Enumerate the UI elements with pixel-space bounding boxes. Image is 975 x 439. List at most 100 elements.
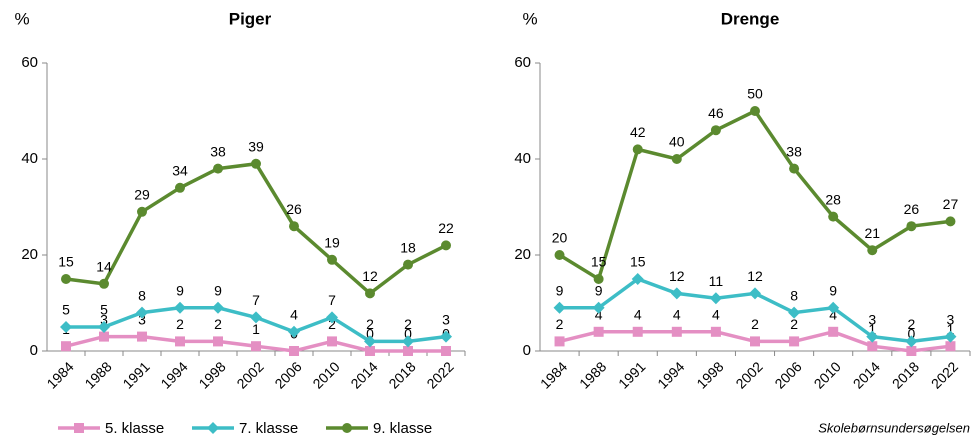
y-tick-label: 40 [21, 150, 38, 167]
marker [592, 301, 605, 314]
marker [99, 278, 109, 289]
data-label: 2 [404, 316, 412, 332]
y-tick-label: 60 [514, 54, 531, 71]
marker [99, 331, 109, 342]
x-tick-label: 2006 [271, 358, 304, 391]
data-label: 22 [438, 220, 454, 236]
marker [61, 341, 71, 352]
x-tick-label: 2002 [233, 358, 266, 391]
data-label: 2 [366, 316, 374, 332]
x-tick-label: 2014 [347, 358, 380, 391]
data-label: 15 [591, 254, 607, 270]
marker [905, 335, 918, 348]
marker [251, 158, 261, 169]
data-label: 4 [595, 307, 603, 323]
marker [827, 301, 840, 314]
marker [175, 182, 185, 193]
marker [553, 301, 566, 314]
marker [402, 335, 414, 348]
marker [750, 106, 760, 116]
x-tick-label: 1988 [576, 358, 609, 391]
data-label: 21 [864, 225, 880, 241]
data-label: 38 [786, 143, 802, 159]
data-label: 12 [362, 268, 378, 284]
marker [61, 274, 71, 284]
data-label: 4 [634, 307, 642, 323]
data-label: 46 [708, 105, 724, 121]
data-label: 11 [709, 273, 724, 289]
marker [98, 321, 110, 333]
data-label: 0 [404, 326, 412, 342]
marker [788, 306, 801, 319]
marker [365, 346, 375, 356]
x-tick-label: 2006 [771, 358, 804, 391]
marker [440, 330, 452, 343]
marker [906, 346, 917, 356]
data-label: 34 [172, 163, 188, 179]
y-tick-label: 20 [514, 246, 531, 263]
legend-label: 7. klasse [239, 420, 298, 437]
marker [867, 341, 878, 352]
data-label: 1 [947, 321, 955, 337]
data-label: 3 [442, 311, 450, 327]
x-tick-label: 1998 [693, 358, 726, 391]
data-label: 18 [400, 239, 416, 255]
x-tick-label: 1991 [119, 358, 152, 391]
x-tick-label: 2018 [385, 358, 418, 391]
data-label: 4 [712, 307, 720, 323]
marker [632, 144, 643, 155]
source: Skolebørnsundersøgelsen [818, 420, 970, 435]
data-label: 15 [630, 254, 646, 270]
data-label: 42 [630, 124, 646, 140]
marker [327, 336, 337, 347]
x-tick-label: 2010 [811, 358, 844, 391]
x-tick-label: 2010 [309, 358, 342, 391]
data-label: 4 [290, 307, 298, 323]
marker [213, 336, 223, 347]
data-label: 9 [595, 283, 603, 299]
marker [671, 326, 682, 337]
data-label: 29 [134, 187, 150, 203]
chart-title: Drenge [721, 9, 780, 28]
marker [906, 221, 917, 232]
marker [671, 154, 682, 164]
data-label: 15 [58, 254, 74, 270]
y-tick-label: 0 [523, 342, 531, 359]
x-tick-label: 2014 [850, 358, 883, 391]
marker [289, 346, 299, 356]
marker [828, 326, 839, 337]
marker [136, 306, 148, 319]
data-label: 2 [214, 316, 222, 332]
marker [342, 423, 352, 433]
x-tick-label: 1984 [43, 358, 76, 391]
data-label: 26 [904, 201, 920, 217]
data-label: 2 [556, 316, 564, 332]
marker [207, 422, 219, 434]
marker [710, 125, 721, 136]
x-tick-label: 1988 [81, 358, 114, 391]
marker [670, 287, 683, 300]
chart-title: Piger [229, 9, 272, 28]
data-label: 9 [214, 283, 222, 299]
data-label: 38 [210, 143, 226, 159]
data-label: 27 [943, 196, 959, 212]
marker [212, 301, 224, 314]
data-label: 3 [100, 311, 108, 327]
marker [866, 330, 879, 343]
data-label: 39 [248, 139, 264, 155]
data-label: 5 [62, 302, 70, 318]
data-label: 3 [947, 311, 955, 327]
x-tick-label: 1998 [195, 358, 228, 391]
marker [631, 273, 644, 285]
data-label: 2 [907, 316, 915, 332]
marker [749, 287, 761, 300]
marker [593, 326, 604, 337]
marker [709, 292, 722, 305]
marker [944, 330, 957, 343]
marker [175, 336, 185, 347]
data-label: 20 [552, 230, 568, 246]
x-tick-label: 2022 [928, 358, 961, 391]
x-tick-label: 1991 [615, 358, 648, 391]
marker [289, 221, 299, 232]
